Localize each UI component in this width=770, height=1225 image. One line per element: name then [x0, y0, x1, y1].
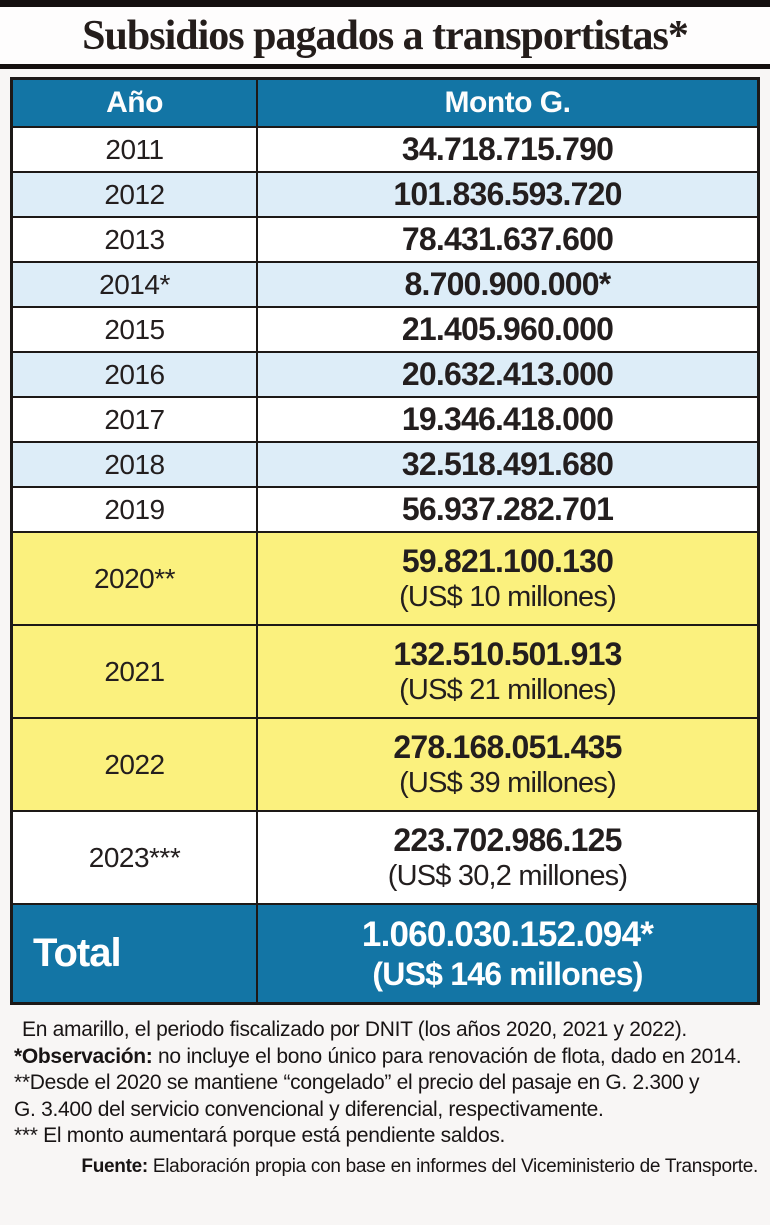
header-amount: Monto G.: [444, 86, 571, 119]
footnotes: En amarillo, el periodo fiscalizado por …: [0, 1005, 770, 1150]
year-cell: 2011: [13, 128, 258, 171]
total-amount-value: 1.060.030.152.094*: [361, 914, 654, 954]
year-cell: 2022: [13, 719, 258, 810]
amount-value: 101.836.593.720: [393, 176, 622, 212]
total-amount-cell: 1.060.030.152.094* (US$ 146 millones): [258, 905, 757, 1002]
footnote-text: **Desde el 2020 se mantiene “congelado” …: [14, 1071, 700, 1094]
source-line: Fuente: Elaboración propia con base en i…: [0, 1150, 770, 1178]
year-cell: 2015: [13, 308, 258, 351]
amount-value: 20.632.413.000: [401, 356, 614, 392]
amount-value: 34.718.715.790: [401, 131, 614, 167]
table-row: 2012 101.836.593.720: [13, 171, 757, 216]
table-row: 2022 278.168.051.435 (US$ 39 millones): [13, 717, 757, 810]
table-row: 2014* 8.700.900.000*: [13, 261, 757, 306]
footnote: En amarillo, el periodo fiscalizado por …: [14, 1017, 756, 1044]
usd-value: (US$ 30,2 millones): [387, 860, 628, 892]
year-cell: 2013: [13, 218, 258, 261]
year-cell: 2023***: [13, 812, 258, 903]
page-title: Subsidios pagados a transportistas*: [82, 12, 689, 59]
amount-cell: 8.700.900.000*: [258, 263, 757, 306]
amount-value: 278.168.051.435: [393, 729, 622, 765]
amount-cell: 78.431.637.600: [258, 218, 757, 261]
amount-cell: 56.937.282.701: [258, 488, 757, 531]
footnote: G. 3.400 del servicio convencional y dif…: [14, 1097, 756, 1124]
amount-value: 21.405.960.000: [401, 311, 614, 347]
footnote: *** El monto aumentará porque está pendi…: [14, 1123, 756, 1150]
amount-cell: 20.632.413.000: [258, 353, 757, 396]
amount-value: 223.702.986.125: [393, 822, 622, 858]
table-row: 2015 21.405.960.000: [13, 306, 757, 351]
table-header-row: Año Monto G.: [13, 80, 757, 126]
amount-cell: 223.702.986.125 (US$ 30,2 millones): [258, 812, 757, 903]
amount-value: 32.518.491.680: [401, 446, 614, 482]
year-cell: 2014*: [13, 263, 258, 306]
header-year: Año: [13, 80, 258, 126]
source-label: Fuente:: [81, 1155, 148, 1177]
amount-cell: 19.346.418.000: [258, 398, 757, 441]
footnote: *Observación: no incluye el bono único p…: [14, 1044, 756, 1071]
amount-value: 59.821.100.130: [401, 543, 614, 579]
amount-value: 8.700.900.000*: [404, 266, 612, 302]
footnote-text: no incluye el bono único para renovación…: [152, 1044, 742, 1068]
table-row: 2016 20.632.413.000: [13, 351, 757, 396]
year-cell: 2012: [13, 173, 258, 216]
amount-value: 19.346.418.000: [401, 401, 614, 437]
subsidies-table: Año Monto G. 2011 34.718.715.790 2012 10…: [10, 77, 760, 1005]
table-row: 2011 34.718.715.790: [13, 126, 757, 171]
year-cell: 2020**: [13, 533, 258, 624]
table-row: 2018 32.518.491.680: [13, 441, 757, 486]
amount-cell: 132.510.501.913 (US$ 21 millones): [258, 626, 757, 717]
footnote-text: G. 3.400 del servicio convencional y dif…: [14, 1097, 604, 1121]
amount-value: 78.431.637.600: [401, 221, 614, 257]
year-cell: 2019: [13, 488, 258, 531]
year-cell: 2021: [13, 626, 258, 717]
title-rule: [0, 64, 770, 69]
amount-cell: 34.718.715.790: [258, 128, 757, 171]
top-bar: [0, 0, 770, 7]
table-row: 2021 132.510.501.913 (US$ 21 millones): [13, 624, 757, 717]
table-row: 2019 56.937.282.701: [13, 486, 757, 531]
total-label: Total: [13, 905, 258, 1002]
footnote-text: *** El monto aumentará porque está pendi…: [14, 1124, 506, 1147]
usd-value: (US$ 21 millones): [399, 674, 617, 706]
usd-value: (US$ 39 millones): [399, 767, 617, 799]
source-text: Elaboración propia con base en informes …: [147, 1155, 758, 1177]
amount-cell: 101.836.593.720: [258, 173, 757, 216]
title-band: Subsidios pagados a transportistas*: [0, 7, 770, 64]
total-usd-value: (US$ 146 millones): [372, 955, 643, 992]
year-cell: 2017: [13, 398, 258, 441]
amount-cell: 59.821.100.130 (US$ 10 millones): [258, 533, 757, 624]
amount-cell: 32.518.491.680: [258, 443, 757, 486]
year-cell: 2018: [13, 443, 258, 486]
amount-value: 56.937.282.701: [401, 491, 614, 527]
footnote-text: En amarillo, el periodo fiscalizado por …: [22, 1018, 687, 1041]
table-row: 2013 78.431.637.600: [13, 216, 757, 261]
amount-cell: 21.405.960.000: [258, 308, 757, 351]
usd-value: (US$ 10 millones): [399, 581, 617, 613]
table-row: 2023*** 223.702.986.125 (US$ 30,2 millon…: [13, 810, 757, 903]
table-row: 2017 19.346.418.000: [13, 396, 757, 441]
footnote: **Desde el 2020 se mantiene “congelado” …: [14, 1070, 756, 1097]
amount-value: 132.510.501.913: [393, 636, 622, 672]
year-cell: 2016: [13, 353, 258, 396]
infographic: Subsidios pagados a transportistas* Año …: [0, 0, 770, 1178]
footnote-bold: *Observación:: [14, 1044, 153, 1068]
total-row: Total 1.060.030.152.094* (US$ 146 millon…: [13, 903, 757, 1002]
amount-cell: 278.168.051.435 (US$ 39 millones): [258, 719, 757, 810]
table-row: 2020** 59.821.100.130 (US$ 10 millones): [13, 531, 757, 624]
